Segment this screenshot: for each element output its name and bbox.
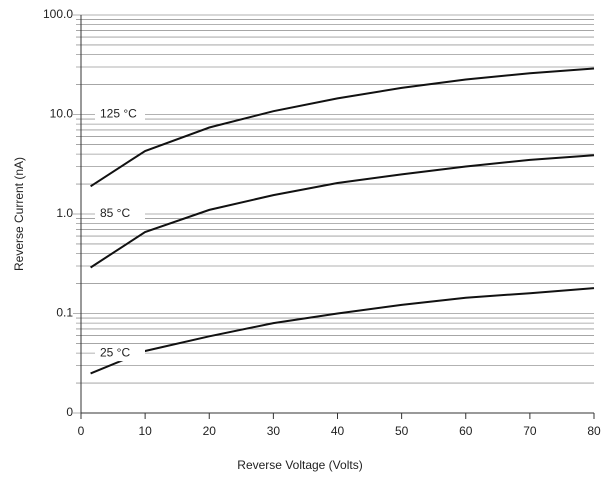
x-tick-label: 0 <box>78 424 85 438</box>
x-tick-label: 40 <box>331 424 345 438</box>
y-axis-label: Reverse Current (nA) <box>12 157 26 271</box>
x-axis-label: Reverse Voltage (Volts) <box>237 458 362 472</box>
x-tick-label: 50 <box>395 424 409 438</box>
series-label: 85 °C <box>100 206 130 220</box>
y-tick-label: 0.1 <box>56 306 73 320</box>
label-bg <box>95 106 145 123</box>
x-tick-label: 60 <box>459 424 473 438</box>
line <box>90 67 595 188</box>
x-tick-label: 10 <box>138 424 152 438</box>
x-tick-label: 30 <box>267 424 281 438</box>
line <box>90 154 595 269</box>
y-tick-label: 1.0 <box>56 206 73 220</box>
label-bg <box>95 206 145 222</box>
y-tick-label: 0 <box>66 405 73 419</box>
series-label: 125 °C <box>100 107 137 121</box>
y-tick-label: 10.0 <box>50 107 74 121</box>
label-bg <box>95 345 145 362</box>
series-label: 25 °C <box>100 345 130 359</box>
y-tick-label: 100.0 <box>43 7 73 21</box>
x-tick-label: 80 <box>587 424 601 438</box>
x-tick-label: 20 <box>203 424 217 438</box>
x-tick-label: 70 <box>523 424 537 438</box>
line <box>90 287 595 375</box>
